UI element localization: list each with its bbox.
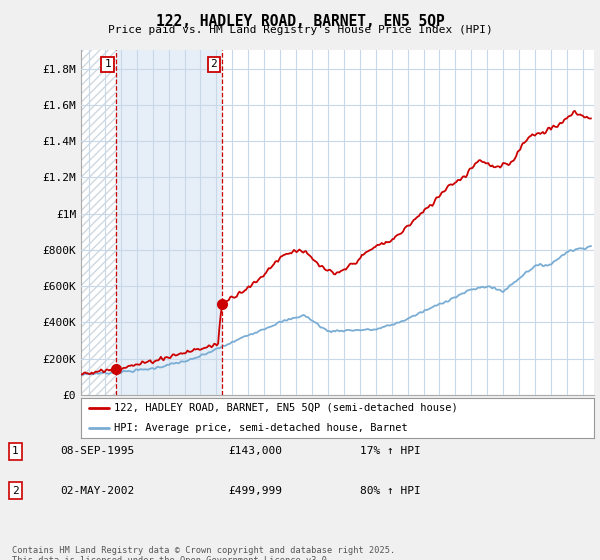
Text: 1: 1 [104,59,111,69]
Text: 2: 2 [12,486,19,496]
Text: Contains HM Land Registry data © Crown copyright and database right 2025.
This d: Contains HM Land Registry data © Crown c… [12,546,395,560]
Bar [116,50,221,395]
Text: £499,999: £499,999 [228,486,282,496]
Text: 02-MAY-2002: 02-MAY-2002 [60,486,134,496]
Text: HPI: Average price, semi-detached house, Barnet: HPI: Average price, semi-detached house,… [115,423,408,433]
Text: 1: 1 [12,446,19,456]
Text: 80% ↑ HPI: 80% ↑ HPI [360,486,421,496]
Text: £143,000: £143,000 [228,446,282,456]
Bar [81,50,116,395]
Text: 08-SEP-1995: 08-SEP-1995 [60,446,134,456]
Text: 2: 2 [211,59,217,69]
Text: 122, HADLEY ROAD, BARNET, EN5 5QP (semi-detached house): 122, HADLEY ROAD, BARNET, EN5 5QP (semi-… [115,403,458,413]
Text: 122, HADLEY ROAD, BARNET, EN5 5QP: 122, HADLEY ROAD, BARNET, EN5 5QP [155,14,445,29]
Text: Price paid vs. HM Land Registry's House Price Index (HPI): Price paid vs. HM Land Registry's House … [107,25,493,35]
Text: 17% ↑ HPI: 17% ↑ HPI [360,446,421,456]
